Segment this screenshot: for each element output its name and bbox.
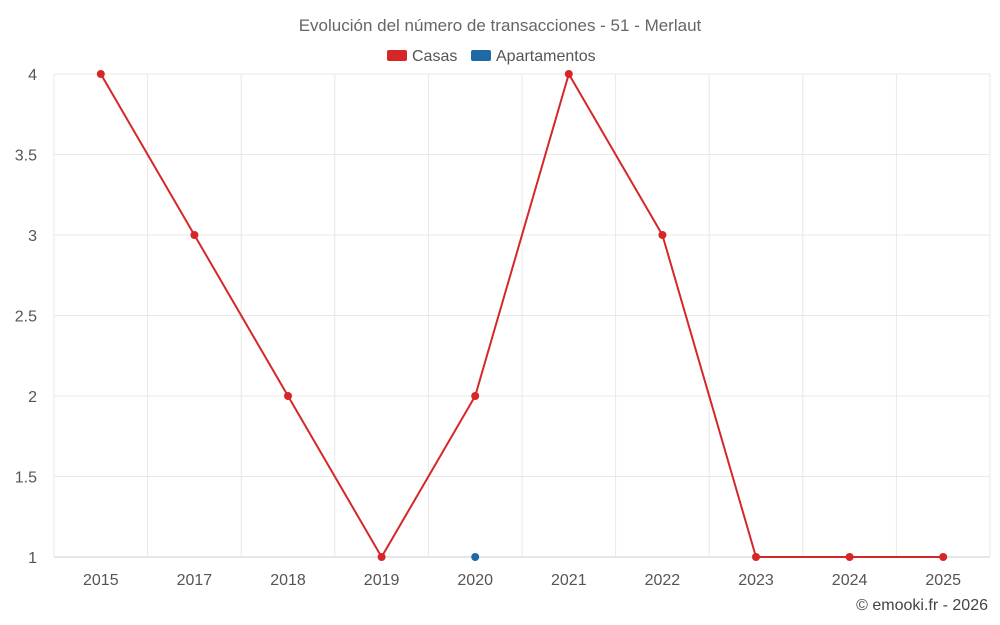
y-axis: 1 1.5 2 2.5 3 3.5 4: [15, 67, 37, 567]
legend-label-apartamentos[interactable]: Apartamentos: [496, 48, 596, 65]
data-point-apartamentos[interactable]: [471, 553, 480, 561]
legend-item-casas[interactable]: Casas: [387, 48, 457, 65]
y-tick-label: 2.5: [15, 309, 37, 326]
legend-label-casas[interactable]: Casas: [412, 48, 457, 65]
x-tick-label: 2015: [83, 572, 119, 589]
legend-swatch-casas: [387, 50, 407, 61]
legend-swatch-apartamentos: [471, 50, 491, 61]
data-point-casas[interactable]: [190, 231, 199, 239]
data-point-casas[interactable]: [377, 553, 386, 561]
credits: © emooki.fr - 2026: [856, 597, 988, 614]
y-tick-label: 3.5: [15, 148, 37, 165]
data-point-casas[interactable]: [96, 70, 105, 78]
chart-title: Evolución del número de transacciones - …: [299, 16, 702, 35]
legend: Casas Apartamentos: [387, 48, 596, 65]
x-tick-label: 2019: [364, 572, 400, 589]
x-tick-label: 2020: [457, 572, 493, 589]
grid: [53, 73, 991, 558]
data-point-casas[interactable]: [752, 553, 760, 561]
data-point-casas[interactable]: [471, 392, 480, 400]
x-tick-label: 2021: [551, 572, 587, 589]
series-layer: [96, 70, 948, 561]
series-line-casas: [99, 73, 944, 558]
x-tick-label: 2025: [925, 572, 961, 589]
legend-item-apartamentos[interactable]: Apartamentos: [471, 48, 596, 65]
x-axis: 2015 2017 2018 2019 2020 2021 2022 2023 2024 2025: [83, 572, 961, 589]
y-tick-label: 1.5: [15, 470, 37, 487]
x-tick-label: 2018: [270, 572, 306, 589]
data-point-casas[interactable]: [284, 392, 292, 400]
x-tick-label: 2024: [832, 572, 868, 589]
data-point-casas[interactable]: [845, 553, 854, 561]
data-point-casas[interactable]: [939, 553, 948, 561]
data-point-casas[interactable]: [564, 70, 573, 78]
y-tick-label: 3: [28, 228, 37, 245]
x-tick-label: 2022: [645, 572, 681, 589]
x-tick-label: 2017: [177, 572, 213, 589]
y-tick-label: 4: [28, 67, 37, 84]
y-tick-label: 1: [28, 550, 37, 567]
y-tick-label: 2: [28, 389, 37, 406]
x-tick-label: 2023: [738, 572, 774, 589]
data-point-casas[interactable]: [658, 231, 667, 239]
